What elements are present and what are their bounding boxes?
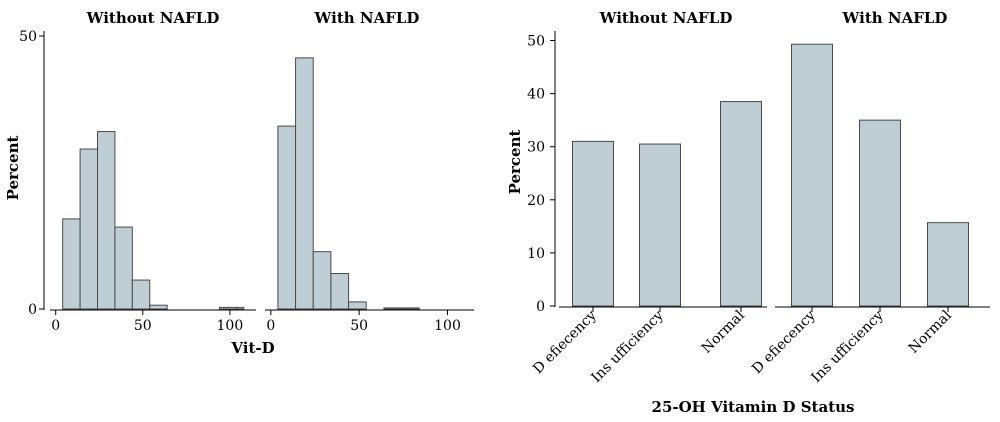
bar-with-nafld-ins-ufficiency (859, 119, 901, 307)
bar-y-tick-label-40: 40 (527, 87, 545, 103)
hist-bar-with-nafld-0 (277, 125, 297, 310)
bar-y-tick-label-10: 10 (527, 246, 545, 262)
status-bar-chart: Without NAFLD With NAFLD Percent 0 10 20 30… (506, 9, 990, 416)
hist-panel-title-with-nafld: With NAFLD (314, 9, 420, 27)
hist-x-tick-label-0: 0 (51, 318, 60, 334)
hist-x-tick-label-50: 50 (350, 318, 368, 334)
bar-x-tick-label-d-efiecency: D efiecency (530, 307, 600, 377)
bar-y-tick-label-30: 30 (527, 140, 545, 156)
bar-y-tick-label-50: 50 (527, 34, 545, 50)
hist-y-tick-label-50: 50 (19, 29, 37, 45)
hist-bar-without-nafld-9 (218, 306, 238, 310)
hist-x-tick-label-0: 0 (266, 318, 275, 334)
bar-without-nafld-normal (720, 101, 762, 307)
hist-bar-without-nafld-2 (97, 131, 116, 310)
bar-without-nafld-ins-ufficiency (639, 143, 681, 307)
hist-panel-without-nafld: 0 50 100 (50, 131, 256, 334)
hist-panel-title-without-nafld: Without NAFLD (86, 9, 220, 27)
hist-bar-with-nafld-6 (383, 307, 403, 310)
bar-y-axis-title: Percent (506, 130, 524, 195)
bar-x-tick-label-ins-ufficiency: Ins ufficiency (808, 307, 887, 386)
hist-x-tick-label-50: 50 (134, 318, 152, 334)
bar-y-tick-label-20: 20 (527, 193, 545, 209)
bar-with-nafld-d-efiecency (791, 43, 833, 307)
bar-x-tick-label-ins-ufficiency: Ins ufficiency (588, 307, 667, 386)
hist-y-tick-label-0: 0 (28, 302, 37, 318)
bar-x-tick-label-normal: Normal (699, 307, 748, 356)
bar-panel-title-without-nafld: Without NAFLD (599, 9, 733, 27)
bar-y-tick-label-0: 0 (536, 299, 545, 315)
hist-bar-with-nafld-1 (295, 57, 314, 310)
bar-x-tick-label-d-efiecency: D efiecency (749, 307, 819, 377)
hist-x-tick-label-100: 100 (434, 318, 461, 334)
hist-bar-with-nafld-3 (330, 273, 350, 310)
bar-x-tick-label-normal: Normal (906, 307, 955, 356)
hist-bar-with-nafld-2 (312, 251, 332, 310)
bar-with-nafld-normal (927, 222, 969, 307)
hist-y-axis-title: Percent (4, 136, 22, 201)
hist-bar-with-nafld-4 (348, 301, 367, 310)
hist-x-tick-label-100: 100 (217, 318, 244, 334)
bar-y-ticks: 0 10 20 30 40 50 (527, 34, 555, 315)
hist-x-axis-title: Vit-D (230, 339, 274, 357)
hist-bar-without-nafld-10 (236, 306, 245, 310)
hist-panel-with-nafld: 0 50 100 (265, 57, 474, 334)
hist-bar-without-nafld-3 (114, 226, 133, 310)
hist-bar-without-nafld-4 (131, 279, 151, 310)
bar-panel-title-with-nafld: With NAFLD (842, 9, 948, 27)
hist-bar-without-nafld-0 (62, 218, 81, 310)
hist-bar-without-nafld-5 (149, 304, 168, 310)
bar-without-nafld-d-efiecency (572, 140, 614, 307)
histogram-chart: Without NAFLD With NAFLD Percent 50 0 0 5… (4, 9, 474, 357)
hist-bar-without-nafld-1 (79, 148, 99, 310)
bar-x-axis-title: 25-OH Vitamin D Status (652, 398, 855, 416)
hist-bar-with-nafld-7 (401, 307, 420, 310)
